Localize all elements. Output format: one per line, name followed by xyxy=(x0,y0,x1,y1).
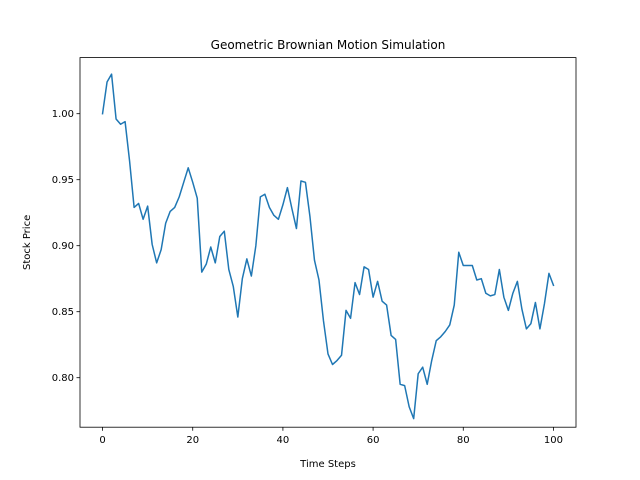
ticks-layer: 0 20 40 60 80 100 0.80 0.85 0.90 0.95 1.00 xyxy=(52,109,563,446)
axes-frame xyxy=(79,57,577,428)
x-tick-label: 0 xyxy=(99,435,105,446)
y-tick-label: 0.90 xyxy=(52,241,74,252)
y-tick-label: 1.00 xyxy=(52,109,74,120)
series-line xyxy=(101,73,555,420)
x-axis-label: Time Steps xyxy=(299,459,356,470)
chart-title: Geometric Brownian Motion Simulation xyxy=(211,38,446,52)
x-tick-label: 40 xyxy=(277,435,290,446)
x-tick-label: 20 xyxy=(186,435,199,446)
x-tick-label: 60 xyxy=(367,435,380,446)
plot-area-background xyxy=(80,57,576,428)
y-tick-label: 0.85 xyxy=(52,307,74,318)
x-tick-label: 80 xyxy=(457,435,470,446)
plot-layer xyxy=(101,73,555,420)
y-tick-label: 0.80 xyxy=(52,373,74,384)
y-tick-label: 0.95 xyxy=(52,175,74,186)
y-axis-label: Stock Price xyxy=(22,215,33,270)
x-tick-label: 100 xyxy=(544,435,563,446)
